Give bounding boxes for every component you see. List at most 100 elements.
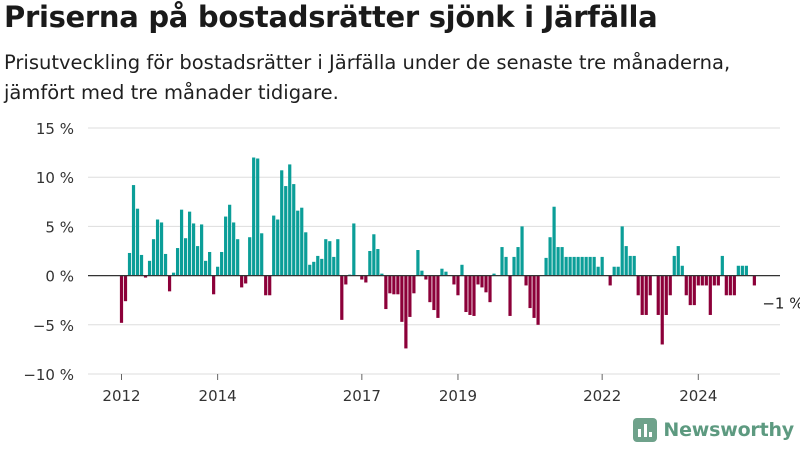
bar bbox=[304, 232, 308, 276]
bar bbox=[288, 164, 292, 276]
bar bbox=[244, 275, 248, 284]
bar bbox=[240, 275, 244, 288]
bar bbox=[736, 265, 740, 276]
bar bbox=[724, 275, 728, 296]
bar bbox=[644, 275, 648, 315]
bar bbox=[712, 275, 716, 286]
bar bbox=[408, 275, 412, 317]
bar bbox=[596, 266, 600, 276]
bar bbox=[204, 260, 208, 276]
bar bbox=[744, 265, 748, 276]
bar bbox=[276, 219, 280, 276]
bar bbox=[668, 275, 672, 296]
bar bbox=[316, 255, 320, 276]
bar bbox=[380, 273, 384, 276]
bar bbox=[676, 246, 680, 276]
bar bbox=[584, 256, 588, 276]
bar bbox=[612, 266, 616, 276]
bar bbox=[187, 211, 192, 276]
last-value-annotation: −1 % bbox=[762, 294, 800, 312]
bar bbox=[143, 275, 148, 278]
bar bbox=[167, 275, 172, 292]
bar bbox=[640, 275, 644, 315]
bar bbox=[340, 275, 344, 320]
bar bbox=[308, 264, 312, 276]
bar bbox=[624, 246, 628, 276]
bar bbox=[208, 251, 212, 276]
bar bbox=[704, 275, 708, 286]
bar bbox=[159, 222, 164, 276]
bar bbox=[728, 275, 732, 296]
bar bbox=[664, 275, 668, 315]
bar bbox=[412, 275, 416, 294]
bar bbox=[468, 275, 472, 315]
bar bbox=[680, 265, 684, 276]
y-tick-label: 15 % bbox=[36, 120, 74, 138]
bar bbox=[420, 270, 424, 276]
bar bbox=[388, 275, 392, 294]
bar bbox=[272, 215, 276, 276]
bar bbox=[500, 247, 504, 276]
bar bbox=[592, 256, 596, 276]
x-tick-label: 2022 bbox=[583, 387, 621, 405]
bar bbox=[364, 275, 368, 283]
bar bbox=[700, 275, 704, 286]
bar bbox=[404, 275, 408, 349]
bar bbox=[368, 251, 372, 276]
bar bbox=[464, 275, 468, 313]
bar bbox=[392, 275, 396, 295]
bar bbox=[480, 275, 484, 288]
bar bbox=[484, 275, 488, 293]
bar bbox=[472, 275, 476, 316]
y-tick-label: 5 % bbox=[45, 218, 74, 236]
bar bbox=[163, 253, 168, 276]
bar bbox=[708, 275, 712, 315]
bar bbox=[532, 275, 536, 318]
chart-title: Priserna på bostadsrätter sjönk i Järfäl… bbox=[4, 0, 658, 34]
bar bbox=[576, 256, 580, 276]
bar bbox=[672, 255, 676, 276]
bar bbox=[127, 252, 132, 276]
bar bbox=[360, 275, 364, 280]
bar bbox=[384, 275, 388, 310]
brand-logo: Newsworthy bbox=[633, 418, 794, 442]
bar bbox=[628, 255, 632, 276]
bar bbox=[183, 238, 188, 276]
x-tick-label: 2017 bbox=[343, 387, 381, 405]
bar bbox=[648, 275, 652, 296]
bar bbox=[147, 260, 152, 276]
bar bbox=[528, 275, 532, 309]
bar bbox=[432, 275, 436, 311]
bar bbox=[616, 266, 620, 276]
bar bbox=[344, 275, 348, 285]
bar bbox=[452, 275, 456, 285]
bar bbox=[372, 234, 376, 276]
bar bbox=[588, 256, 592, 276]
bar bbox=[236, 239, 240, 276]
bar bbox=[620, 226, 624, 276]
bar bbox=[296, 210, 300, 276]
bar bbox=[312, 261, 316, 276]
bar bbox=[692, 275, 696, 306]
bar bbox=[656, 275, 660, 315]
bar bbox=[376, 249, 380, 276]
bar bbox=[548, 237, 552, 276]
bar bbox=[139, 254, 144, 276]
bar bbox=[740, 265, 744, 276]
bar bbox=[544, 257, 548, 276]
newsworthy-logo-icon bbox=[633, 418, 658, 442]
bar bbox=[580, 256, 584, 276]
bar bbox=[732, 275, 736, 296]
bar bbox=[135, 208, 140, 276]
bar bbox=[440, 268, 444, 276]
bar bbox=[119, 275, 124, 323]
bar bbox=[428, 275, 432, 303]
bar bbox=[396, 275, 400, 295]
bar bbox=[632, 255, 636, 276]
bar bbox=[560, 247, 564, 276]
bar bbox=[492, 273, 496, 276]
bar bbox=[660, 275, 664, 345]
bar bbox=[508, 275, 512, 316]
bar bbox=[196, 246, 200, 276]
bar bbox=[568, 256, 572, 276]
